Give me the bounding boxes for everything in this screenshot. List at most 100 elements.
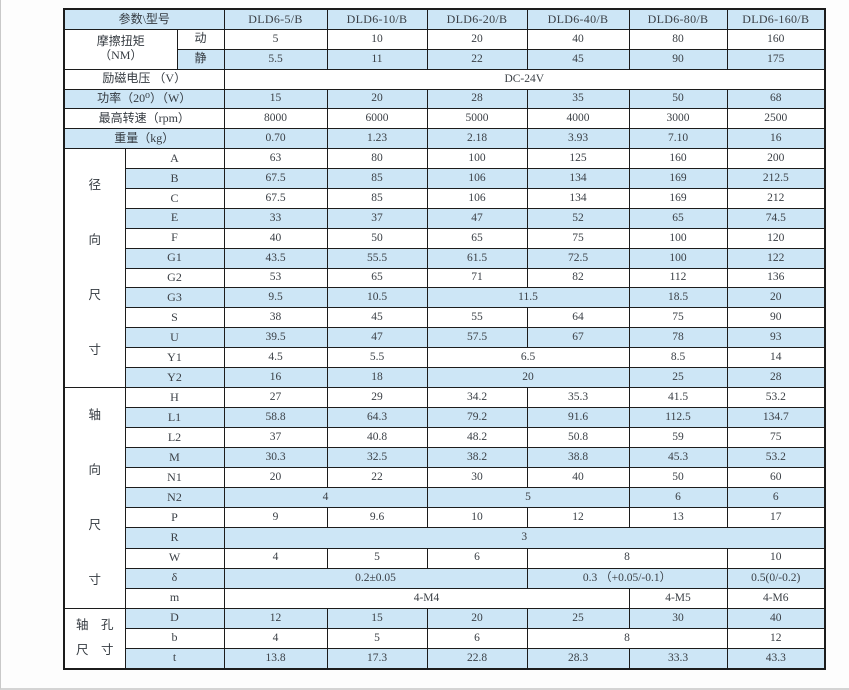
value-cell: 12 bbox=[526, 507, 630, 529]
value-cell: 10 bbox=[426, 507, 528, 529]
dim-label: H bbox=[124, 386, 225, 409]
model-header: DLD6-5/B bbox=[223, 8, 328, 30]
dim-label: L2 bbox=[124, 427, 225, 449]
model-header: DLD6-40/B bbox=[526, 8, 630, 30]
value-cell: 106 bbox=[426, 188, 528, 209]
value-cell: 134 bbox=[526, 188, 630, 209]
table-row-12: G1 43.5 55.5 61.5 72.5 100 122 bbox=[64, 247, 826, 269]
value-cell: 64 bbox=[526, 307, 630, 329]
table-row-29: m 4-M4 4-M5 4-M6 bbox=[64, 587, 826, 609]
spec-table: 参数\型号 DLD6-5/B DLD6-10/B DLD6-20/B DLD6-40/B… bbox=[63, 8, 826, 670]
table-row-23: N1 20 22 30 40 50 60 bbox=[64, 467, 826, 489]
section-label-axial-dimensions: 轴 向 尺 寸 bbox=[63, 386, 126, 609]
value-cell: 20 bbox=[426, 607, 528, 629]
value-cell: 55 bbox=[426, 307, 528, 329]
value-cell: 38 bbox=[223, 307, 328, 329]
dim-label: B bbox=[124, 168, 225, 190]
value-cell: 6 bbox=[426, 627, 528, 649]
table-row-0: 参数\型号 DLD6-5/B DLD6-10/B DLD6-20/B DLD6-40/B… bbox=[63, 8, 826, 30]
value-cell: 20 bbox=[726, 287, 826, 309]
dim-label: U bbox=[124, 327, 225, 349]
value-cell: 33 bbox=[223, 207, 328, 229]
value-cell: 55.5 bbox=[326, 247, 428, 269]
value-cell: 6 bbox=[426, 547, 528, 569]
value-cell: 40 bbox=[526, 28, 630, 50]
value-cell: 47 bbox=[426, 207, 528, 229]
value-cell: 68 bbox=[726, 88, 826, 110]
merged-value: 6.5 bbox=[426, 347, 630, 369]
dim-label: C bbox=[124, 188, 225, 209]
value-cell: 67.5 bbox=[223, 168, 328, 190]
merged-value: 8 bbox=[526, 627, 728, 649]
value-cell: 120 bbox=[726, 227, 826, 249]
value-cell: 75 bbox=[628, 307, 728, 329]
dim-label: δ bbox=[124, 567, 225, 589]
value-cell: 85 bbox=[326, 168, 428, 190]
dim-label: R bbox=[124, 527, 225, 549]
value-cell: 17 bbox=[726, 507, 826, 529]
value-cell: 10 bbox=[326, 28, 428, 50]
value-cell: 71 bbox=[426, 267, 528, 289]
value-cell: 65 bbox=[628, 207, 728, 229]
value-cell: 15 bbox=[326, 607, 428, 629]
model-header: DLD6-10/B bbox=[326, 8, 428, 30]
value-cell: 100 bbox=[628, 227, 728, 249]
value-cell: 65 bbox=[326, 267, 428, 289]
table-row-20: L1 58.8 64.3 79.2 91.6 112.5 134.7 bbox=[64, 406, 826, 429]
dim-label: W bbox=[124, 547, 225, 569]
dim-label: G3 bbox=[124, 287, 225, 309]
dim-label: b bbox=[124, 627, 225, 649]
value-cell: 8000 bbox=[223, 108, 328, 130]
value-cell: 100 bbox=[426, 148, 528, 170]
model-header: DLD6-80/B bbox=[628, 8, 728, 30]
value-cell: 40 bbox=[526, 467, 630, 489]
value-cell: 136 bbox=[726, 267, 826, 289]
table-row-27: W 4 5 6 8 10 bbox=[64, 547, 826, 569]
value-cell: 37 bbox=[326, 207, 428, 229]
value-cell: 4000 bbox=[526, 108, 630, 130]
value-cell: 43.5 bbox=[223, 247, 328, 269]
value-cell: 85 bbox=[326, 188, 428, 209]
value-cell: 45.3 bbox=[628, 447, 728, 469]
value-cell: 67.5 bbox=[223, 188, 328, 209]
table-row-2: 静 5.5 11 22 45 90 175 bbox=[64, 48, 826, 70]
merged-value: 0.3 （+0.05/-0.1） bbox=[526, 567, 728, 589]
value-cell: 45 bbox=[526, 48, 630, 70]
value-cell: 90 bbox=[726, 307, 826, 329]
model-header: DLD6-160/B bbox=[726, 8, 826, 30]
value-cell: 80 bbox=[628, 28, 728, 50]
value-cell: 43.3 bbox=[726, 647, 826, 670]
value-cell: 10.5 bbox=[326, 287, 428, 309]
value-cell: 25 bbox=[628, 367, 728, 388]
value-cell: 112 bbox=[628, 267, 728, 289]
value-cell: 25 bbox=[526, 607, 630, 629]
value-cell: 1.23 bbox=[326, 128, 428, 150]
table-row-6: 重量（kg） 0.70 1.23 2.18 3.93 7.10 16 bbox=[63, 128, 826, 150]
table-row-21: L2 37 40.8 48.2 50.8 59 75 bbox=[64, 427, 826, 449]
value-cell: 5 bbox=[326, 547, 428, 569]
merged-value: DC-24V bbox=[223, 68, 826, 90]
value-cell: 12 bbox=[726, 627, 826, 649]
dim-label: P bbox=[124, 507, 225, 529]
table-row-15: S 38 45 55 64 75 90 bbox=[64, 307, 826, 329]
value-cell: 4 bbox=[223, 547, 328, 569]
value-cell: 22 bbox=[426, 48, 528, 70]
value-cell: 4-M5 bbox=[628, 587, 728, 609]
table-row-25: P 9 9.6 10 12 13 17 bbox=[64, 507, 826, 529]
value-cell: 30 bbox=[426, 467, 528, 489]
value-cell: 5000 bbox=[426, 108, 528, 130]
dim-label: G1 bbox=[124, 247, 225, 269]
row-label-max-speed: 最高转速（rpm） bbox=[63, 108, 225, 130]
value-cell: 4.5 bbox=[223, 347, 328, 369]
dim-label: D bbox=[124, 607, 225, 629]
value-cell: 37 bbox=[223, 427, 328, 449]
value-cell: 53.2 bbox=[726, 386, 826, 409]
merged-value: 3 bbox=[223, 527, 826, 549]
value-cell: 122 bbox=[726, 247, 826, 269]
merged-value: 20 bbox=[426, 367, 630, 388]
value-cell: 17.3 bbox=[326, 647, 428, 670]
value-cell: 12 bbox=[223, 607, 328, 629]
table-row-19: 轴 向 尺 寸 H 27 29 34.2 35.3 41.5 53.2 bbox=[63, 386, 826, 609]
table-row-10: E 33 37 47 52 65 74.5 bbox=[64, 207, 826, 229]
